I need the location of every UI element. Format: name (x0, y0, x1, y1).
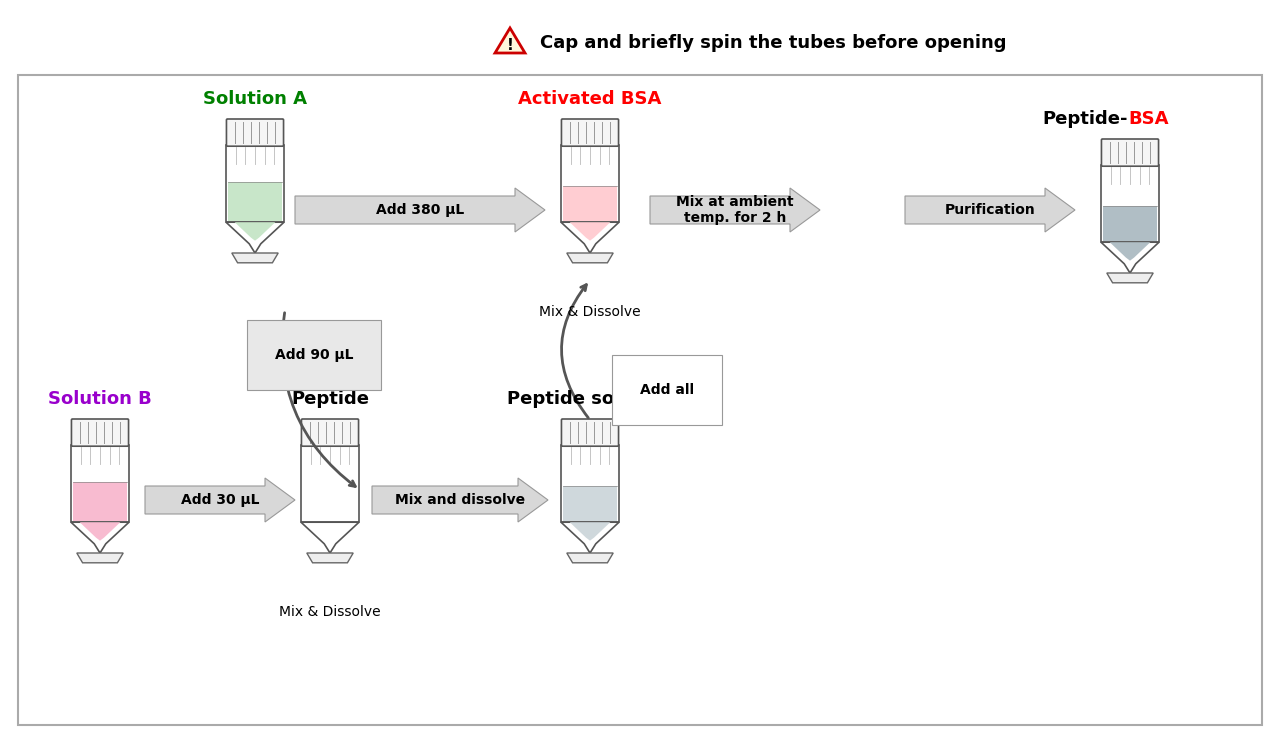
Text: Solution B: Solution B (49, 390, 152, 408)
FancyBboxPatch shape (563, 186, 617, 221)
Text: Purification: Purification (945, 203, 1036, 217)
Text: Solution A: Solution A (204, 90, 307, 108)
Polygon shape (567, 253, 613, 263)
FancyBboxPatch shape (563, 486, 617, 521)
FancyBboxPatch shape (18, 75, 1262, 725)
FancyBboxPatch shape (1103, 206, 1157, 241)
Text: Mix & Dissolve: Mix & Dissolve (539, 305, 641, 319)
FancyBboxPatch shape (562, 119, 618, 146)
Text: Mix & Dissolve: Mix & Dissolve (279, 605, 381, 619)
Text: Peptide: Peptide (291, 390, 369, 408)
Text: Add 30 μL: Add 30 μL (180, 493, 260, 507)
Polygon shape (570, 222, 611, 241)
Polygon shape (301, 522, 358, 553)
Polygon shape (570, 522, 611, 541)
Text: BSA: BSA (1128, 110, 1169, 128)
FancyBboxPatch shape (301, 445, 358, 522)
FancyBboxPatch shape (227, 119, 284, 146)
Polygon shape (495, 28, 525, 53)
Text: Peptide solution: Peptide solution (507, 390, 673, 408)
Text: Add all: Add all (640, 383, 694, 397)
FancyArrow shape (372, 478, 548, 522)
Text: Mix and dissolve: Mix and dissolve (396, 493, 525, 507)
FancyBboxPatch shape (227, 145, 284, 222)
Text: Peptide-: Peptide- (1042, 110, 1128, 128)
Polygon shape (561, 522, 620, 553)
FancyArrow shape (650, 188, 820, 232)
Polygon shape (232, 253, 278, 263)
FancyArrow shape (905, 188, 1075, 232)
FancyBboxPatch shape (562, 419, 618, 446)
FancyBboxPatch shape (1102, 139, 1158, 166)
Polygon shape (77, 553, 123, 563)
Polygon shape (307, 553, 353, 563)
Polygon shape (1107, 273, 1153, 283)
FancyBboxPatch shape (73, 482, 127, 521)
Polygon shape (234, 222, 275, 241)
Polygon shape (1101, 242, 1158, 273)
Text: Activated BSA: Activated BSA (518, 90, 662, 108)
FancyArrow shape (145, 478, 294, 522)
Text: !: ! (507, 39, 513, 53)
Polygon shape (79, 522, 120, 541)
FancyBboxPatch shape (561, 445, 620, 522)
FancyBboxPatch shape (561, 145, 620, 222)
Text: Mix at ambient
temp. for 2 h: Mix at ambient temp. for 2 h (676, 195, 794, 225)
FancyBboxPatch shape (1101, 165, 1158, 242)
Text: Add 90 μL: Add 90 μL (275, 348, 353, 362)
FancyArrow shape (294, 188, 545, 232)
FancyBboxPatch shape (302, 419, 358, 446)
Polygon shape (561, 222, 620, 253)
Text: Add 380 μL: Add 380 μL (376, 203, 465, 217)
Polygon shape (567, 553, 613, 563)
Polygon shape (1110, 242, 1151, 261)
Polygon shape (70, 522, 129, 553)
Polygon shape (227, 222, 284, 253)
FancyBboxPatch shape (70, 445, 129, 522)
Text: Cap and briefly spin the tubes before opening: Cap and briefly spin the tubes before op… (540, 34, 1006, 52)
FancyBboxPatch shape (228, 182, 282, 221)
FancyBboxPatch shape (72, 419, 128, 446)
